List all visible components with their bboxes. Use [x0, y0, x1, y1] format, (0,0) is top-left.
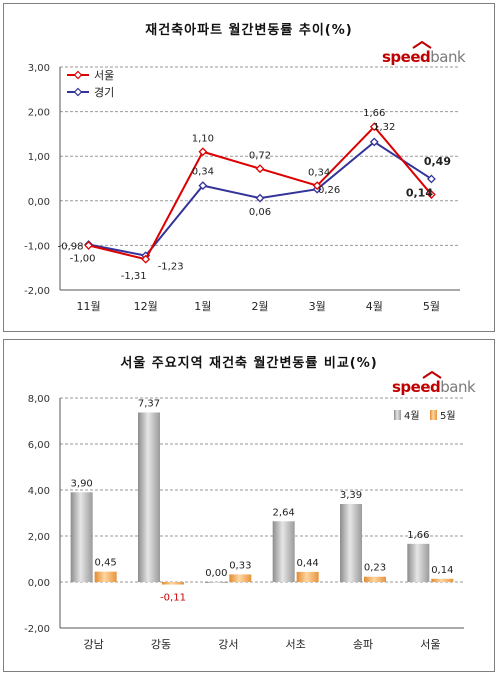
- legend-marker: [73, 87, 83, 97]
- bar-chart-title: 서울 주요지역 재건축 월간변동률 비교(%): [120, 356, 378, 371]
- y-tick-label: 2,00: [28, 532, 50, 543]
- data-label: 1,10: [192, 134, 214, 145]
- data-label: 3,39: [340, 490, 362, 501]
- y-tick-label: 1,00: [28, 152, 50, 163]
- line-chart-title: 재건축아파트 월간변동률 추이(%): [145, 23, 353, 38]
- data-point: [198, 147, 208, 157]
- x-tick-label: 강남: [84, 638, 104, 651]
- y-tick-label: -1,00: [24, 241, 50, 252]
- legend-label: 4월: [404, 410, 420, 422]
- data-label: 1,66: [363, 108, 385, 119]
- legend-swatch: [430, 410, 437, 420]
- bar-may: [431, 578, 454, 582]
- bar-april: [70, 492, 93, 582]
- data-label: 0,33: [229, 560, 251, 571]
- bar-april: [272, 521, 295, 582]
- data-label: -1,31: [121, 271, 147, 282]
- bar-may: [94, 571, 117, 582]
- legend-marker: [73, 70, 83, 80]
- data-label: 0,00: [205, 568, 227, 579]
- x-tick-label: 3월: [309, 300, 326, 313]
- bar-april: [138, 412, 160, 582]
- y-tick-label: 3,00: [28, 63, 50, 74]
- data-label: 7,37: [138, 398, 160, 409]
- data-label: -1,23: [158, 262, 184, 273]
- y-tick-label: -2,00: [24, 624, 50, 635]
- x-tick-label: 서울: [420, 638, 440, 651]
- data-label: 0,26: [318, 185, 340, 196]
- y-tick-label: 2,00: [28, 108, 50, 119]
- data-label: -1,00: [70, 253, 96, 264]
- data-label: 0,34: [192, 167, 214, 178]
- data-label: -0,11: [160, 593, 186, 604]
- data-point: [427, 190, 436, 199]
- speedbank-logo: speedbank: [392, 371, 476, 396]
- y-tick-label: 0,00: [28, 578, 50, 589]
- bar-may: [364, 576, 386, 582]
- data-label: 0,34: [308, 168, 330, 179]
- data-label: 2,64: [273, 507, 295, 518]
- data-point: [369, 122, 379, 132]
- data-label: 0,23: [364, 563, 386, 574]
- data-point: [369, 137, 379, 147]
- bar-april: [407, 543, 430, 582]
- y-tick-label: 0,00: [28, 197, 50, 208]
- data-label: 3,90: [71, 478, 93, 489]
- data-point: [84, 240, 93, 250]
- y-tick-label: -2,00: [24, 286, 50, 297]
- data-label: 1,32: [373, 122, 395, 133]
- bar-april: [340, 504, 362, 582]
- data-label: 0,06: [249, 207, 271, 218]
- legend-swatch: [394, 410, 401, 420]
- y-tick-label: 4,00: [28, 486, 50, 497]
- x-tick-label: 11월: [77, 300, 101, 313]
- data-point: [198, 181, 208, 191]
- x-tick-label: 강서: [218, 638, 238, 651]
- data-label: 0,14: [431, 565, 453, 576]
- data-label: 0,44: [297, 558, 319, 569]
- data-point: [427, 174, 436, 184]
- data-point: [255, 193, 265, 203]
- data-point: [141, 254, 151, 264]
- data-label: 1,66: [407, 530, 429, 541]
- x-tick-label: 강동: [151, 638, 171, 651]
- x-tick-label: 2월: [251, 300, 268, 313]
- bar-may: [162, 582, 184, 585]
- legend-label: 경기: [94, 86, 114, 99]
- bar-may: [229, 574, 252, 582]
- data-point: [255, 164, 265, 174]
- legend-label: 서울: [94, 69, 114, 82]
- speedbank-logo: speedbank: [382, 41, 466, 66]
- y-tick-label: 6,00: [28, 440, 50, 451]
- data-label: -0,98: [58, 242, 84, 253]
- x-tick-label: 4월: [366, 300, 383, 313]
- x-tick-label: 1월: [194, 300, 211, 313]
- bar-april: [205, 582, 228, 583]
- x-tick-label: 12월: [134, 300, 158, 313]
- data-label: 0,14: [406, 187, 433, 200]
- data-label: 0,72: [249, 151, 271, 162]
- data-point: [312, 181, 322, 191]
- y-tick-label: 8,00: [28, 394, 50, 405]
- legend-label: 5월: [440, 410, 456, 422]
- x-tick-label: 5월: [423, 300, 440, 313]
- x-tick-label: 송파: [353, 638, 373, 651]
- bar-may: [296, 571, 319, 582]
- data-label: 0,45: [95, 558, 117, 569]
- x-tick-label: 서초: [286, 638, 306, 651]
- data-label: 0,49: [424, 155, 451, 168]
